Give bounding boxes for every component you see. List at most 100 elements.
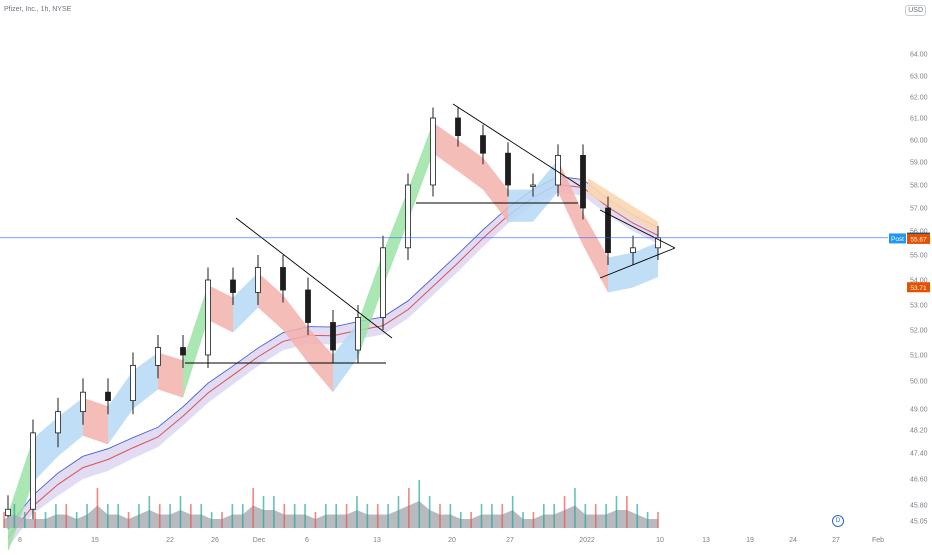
- ema-ribbon-segment: [483, 157, 508, 222]
- y-tick-label: 56.00: [910, 229, 928, 236]
- y-tick-label: 51.00: [910, 353, 928, 360]
- volume-bar: [13, 504, 16, 528]
- volume-bar: [584, 504, 587, 528]
- volume-bar: [356, 496, 358, 528]
- volume-bar: [615, 496, 618, 528]
- volume: [3, 480, 659, 528]
- volume-bar: [304, 504, 306, 528]
- volume-bar: [543, 504, 545, 528]
- candle-body: [455, 117, 461, 137]
- volume-bar: [439, 504, 441, 528]
- volume-bar: [345, 504, 348, 528]
- volume-bar: [221, 512, 223, 528]
- volume-bar: [314, 512, 317, 528]
- candle-body: [205, 279, 211, 356]
- price-tag-label-box: [889, 233, 906, 244]
- volume-bar: [23, 512, 26, 528]
- y-tick-label: 57.00: [910, 206, 928, 213]
- volume-bar: [179, 496, 182, 528]
- ema-ribbon-segment: [83, 397, 108, 445]
- y-tick-label: 62.00: [910, 95, 928, 102]
- candle-body: [30, 432, 36, 510]
- ema-ribbon-segment: [433, 122, 458, 172]
- volume-bar: [55, 504, 57, 528]
- x-tick-label: Dec: [253, 537, 266, 544]
- y-tick-label: 49.00: [910, 407, 928, 414]
- volume-bar: [470, 512, 472, 528]
- volume-bar: [262, 496, 265, 528]
- candle-body: [155, 347, 161, 366]
- volume-bar: [459, 512, 462, 528]
- x-tick-label: 26: [211, 537, 219, 544]
- volume-bar: [501, 504, 504, 528]
- volume-bar: [366, 504, 369, 528]
- volume-bar: [138, 504, 140, 528]
- volume-bar: [34, 512, 36, 528]
- volume-bar: [376, 504, 379, 528]
- volume-bar: [158, 504, 161, 528]
- ema-ribbon-segment: [358, 252, 383, 358]
- price-tag-value: 55.67: [910, 236, 927, 243]
- volume-bar: [231, 504, 234, 528]
- ema-ribbon-segment: [33, 416, 58, 483]
- candle-body: [405, 184, 411, 249]
- ema-ribbon-segment: [258, 272, 283, 330]
- ema-ribbon-segment: [108, 370, 133, 445]
- x-tick-label: 27: [506, 537, 514, 544]
- volume-bar: [117, 504, 119, 528]
- volume-bar: [480, 504, 483, 528]
- candle-body: [55, 411, 61, 434]
- volume-bar: [210, 512, 213, 528]
- price-tag: [907, 233, 930, 244]
- candle-body: [255, 267, 261, 293]
- ema-ribbon-segment: [308, 327, 333, 393]
- y-tick-label: 46.60: [910, 477, 928, 484]
- x-tick-label: 20: [448, 537, 456, 544]
- candle-body: [280, 267, 286, 291]
- x-tick-label: 8: [18, 537, 22, 544]
- y-tick-label: 50.00: [910, 379, 928, 386]
- y-tick-label: 45.05: [910, 519, 928, 526]
- volume-bar: [594, 504, 597, 528]
- ema-ribbon-segment: [458, 140, 483, 190]
- candle-body: [430, 117, 436, 186]
- volume-bar: [169, 504, 171, 528]
- volume-bar: [3, 512, 5, 528]
- y-tick-label: 54.00: [910, 278, 928, 285]
- candle-body: [530, 184, 536, 187]
- price-tag-value: 53.71: [910, 285, 927, 292]
- y-tick-label: 47.40: [910, 451, 928, 458]
- x-tick-label: 27: [832, 537, 840, 544]
- volume-bar: [127, 512, 130, 528]
- x-tick-label: 13: [373, 537, 381, 544]
- volume-bar: [200, 504, 203, 528]
- currency-button[interactable]: USD: [905, 5, 926, 16]
- y-tick-label: 48.20: [910, 428, 928, 435]
- price-tag-label: Post: [891, 236, 904, 243]
- volume-bar: [511, 496, 514, 528]
- volume-bar: [387, 504, 389, 528]
- price-tag: [907, 282, 930, 293]
- volume-bar: [293, 504, 296, 528]
- tradingview-logo-icon[interactable]: D: [832, 515, 844, 527]
- volume-bar: [605, 504, 607, 528]
- volume-bar: [325, 504, 327, 528]
- volume-bar: [563, 496, 566, 528]
- volume-bar: [241, 504, 244, 528]
- x-tick-label: 10: [656, 537, 664, 544]
- volume-bar: [273, 496, 275, 528]
- candle-body: [630, 247, 636, 254]
- y-tick-label: 60.00: [910, 138, 928, 145]
- volume-bar: [646, 512, 649, 528]
- volume-bar: [428, 496, 431, 528]
- ema-ribbon-segment: [583, 212, 608, 293]
- x-tick-label: Feb: [872, 537, 884, 544]
- volume-bar: [335, 504, 337, 528]
- ema-ribbon-segment: [208, 285, 233, 333]
- y-tick-label: 63.00: [910, 74, 928, 81]
- y-tick-label: 64.00: [910, 52, 928, 59]
- x-tick-label: 24: [789, 537, 797, 544]
- volume-bar: [75, 512, 78, 528]
